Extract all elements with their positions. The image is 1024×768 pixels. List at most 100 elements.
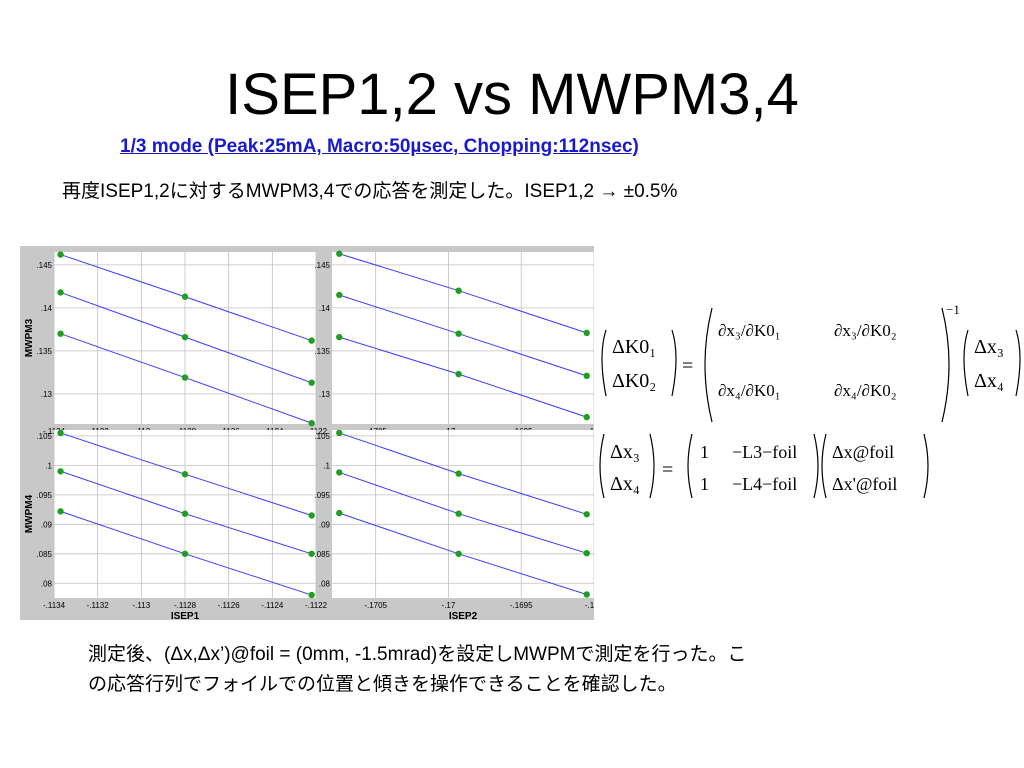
data-point [308, 591, 315, 599]
page-title: ISEP1,2 vs MWPM3,4 [225, 62, 799, 127]
x-tick-label: -.17 [442, 601, 456, 610]
chart-panel-4: -.1705 -.17 -.1695 -.169 .08 .085 .09 .095 .1 .10… [314, 429, 594, 620]
eq1-rhs-row1: Δx₃ [974, 336, 1004, 358]
footer-text: 測定後、(Δx,Δx’)@foil = (0mm, -1.5mrad)を設定しM… [88, 640, 968, 700]
equation-1-svg: ΔK0₁ ΔK0₂ = −1 ∂x₃/∂K0₁ ∂x₃/∂K0₂ ∂x₄/∂K0… [601, 302, 1021, 423]
y-tick-label: .145 [314, 261, 330, 270]
y-tick-label: .09 [319, 520, 331, 529]
y-tick-label: .095 [36, 491, 52, 500]
data-point [455, 287, 462, 294]
data-point [308, 379, 315, 386]
y-axis-label: MWPM4 [24, 494, 35, 533]
data-point [336, 291, 343, 299]
equation-2: Δx₃ Δx₄ = 1 −L3−foil 1 −L4−foil Δx@foil … [596, 430, 936, 502]
y-tick-label: .105 [36, 432, 52, 441]
eq1-m21: ∂x₄/∂K0₁ [718, 381, 781, 400]
chart-svg: -.1134 -.1132 -.113 -.1128 -.1126 -.1124 -.112… [24, 250, 594, 620]
y-tick-label: .085 [314, 550, 330, 559]
x-tick-label: -.113 [133, 601, 151, 610]
data-point [181, 471, 189, 478]
y-tick-label: .08 [41, 579, 53, 588]
data-point [583, 372, 590, 380]
x-tick-label: -.1132 [87, 601, 110, 610]
data-point [181, 293, 189, 300]
eq1-m22: ∂x₄/∂K0₂ [834, 381, 897, 400]
plot-area [332, 252, 594, 424]
equation-1: ΔK0₁ ΔK0₂ = −1 ∂x₃/∂K0₁ ∂x₃/∂K0₂ ∂x₄/∂K0… [596, 300, 1024, 430]
y-tick-label: .1 [45, 461, 52, 470]
data-point [455, 470, 462, 477]
eq1-equals: = [682, 355, 693, 377]
data-point [455, 510, 462, 517]
footer-line-1: 測定後、(Δx,Δx’)@foil = (0mm, -1.5mrad)を設定しM… [88, 644, 747, 665]
equation-2-svg: Δx₃ Δx₄ = 1 −L3−foil 1 −L4−foil Δx@foil … [599, 433, 929, 499]
y-tick-label: .09 [41, 520, 53, 529]
data-point [181, 510, 189, 517]
data-point [57, 251, 64, 258]
y-tick-label: .135 [314, 347, 330, 356]
x-tick-label: -.1134 [43, 601, 66, 610]
data-point [455, 330, 462, 337]
x-tick-label: -.1122 [305, 601, 328, 610]
x-tick-label: -.1695 [510, 601, 533, 610]
data-point [583, 329, 590, 337]
data-point [336, 469, 343, 476]
data-point [57, 508, 64, 515]
x-axis-label: ISEP2 [449, 611, 478, 620]
eq1-m11: ∂x₃/∂K0₁ [718, 321, 781, 340]
eq1-power: −1 [946, 302, 960, 317]
data-point [336, 509, 343, 517]
eq1-rhs-row2: Δx₄ [974, 370, 1004, 392]
plot-area [332, 430, 594, 598]
data-point [308, 337, 315, 344]
data-point [336, 333, 343, 341]
data-point [583, 511, 590, 518]
data-point [57, 330, 64, 337]
chart-figure: -.1134 -.1132 -.113 -.1128 -.1126 -.1124 -.112… [20, 246, 594, 620]
y-tick-label: .135 [36, 347, 52, 356]
x-tick-label: -.1126 [218, 601, 241, 610]
data-point [308, 550, 315, 557]
x-tick-label: -.1128 [174, 601, 197, 610]
chart-panel-2: -.1705-.17-.1695-.169.13.135.14.145 [314, 250, 594, 436]
data-point [583, 591, 590, 598]
chart-panel-1: -.1134-.1132-.113-.1128-.1126-.1124-.112… [24, 251, 328, 436]
y-axis-label: MWPM3 [24, 318, 35, 357]
y-tick-label: .105 [314, 432, 330, 441]
data-point [583, 413, 590, 421]
data-point [181, 374, 189, 381]
eq2-m11: 1 [700, 442, 709, 462]
data-point [336, 429, 343, 437]
x-tick-label: -.1124 [261, 601, 284, 610]
y-tick-label: .14 [319, 304, 331, 313]
data-point [583, 550, 590, 557]
data-point [181, 333, 189, 341]
description-text: 再度ISEP1,2に対するMWPM3,4での応答を測定した。ISEP1,2 → … [62, 181, 678, 202]
eq1-m12: ∂x₃/∂K0₂ [834, 321, 897, 340]
y-tick-label: .1 [323, 461, 330, 470]
x-axis-label: ISEP1 [171, 611, 200, 620]
y-tick-label: .14 [41, 304, 53, 313]
data-point [57, 429, 64, 437]
data-point [57, 289, 64, 296]
subtitle-link[interactable]: 1/3 mode (Peak:25mA, Macro:50µsec, Chopp… [120, 136, 639, 157]
eq2-m12: −L3−foil [732, 442, 797, 462]
eq1-lhs-row2: ΔK0₂ [612, 370, 656, 392]
eq2-rhs-row1: Δx@foil [832, 442, 894, 462]
data-point [308, 512, 315, 519]
x-tick-label: -.169 [585, 601, 594, 610]
data-point [455, 370, 462, 378]
eq2-m22: −L4−foil [732, 474, 797, 494]
y-tick-label: .08 [319, 579, 331, 588]
eq1-lhs-row1: ΔK0₁ [612, 336, 656, 358]
data-point [455, 550, 462, 557]
y-tick-label: .095 [314, 491, 330, 500]
chart-panel-3: -.1134 -.1132 -.113 -.1128 -.1126 -.1124 -.112… [24, 429, 328, 620]
eq2-lhs-row1: Δx₃ [610, 441, 640, 463]
data-point [308, 419, 315, 427]
eq2-rhs-row2: Δx'@foil [832, 474, 897, 494]
eq2-equals: = [662, 459, 673, 481]
data-point [336, 250, 343, 257]
y-tick-label: .145 [36, 261, 52, 270]
eq2-lhs-row2: Δx₄ [610, 473, 640, 495]
